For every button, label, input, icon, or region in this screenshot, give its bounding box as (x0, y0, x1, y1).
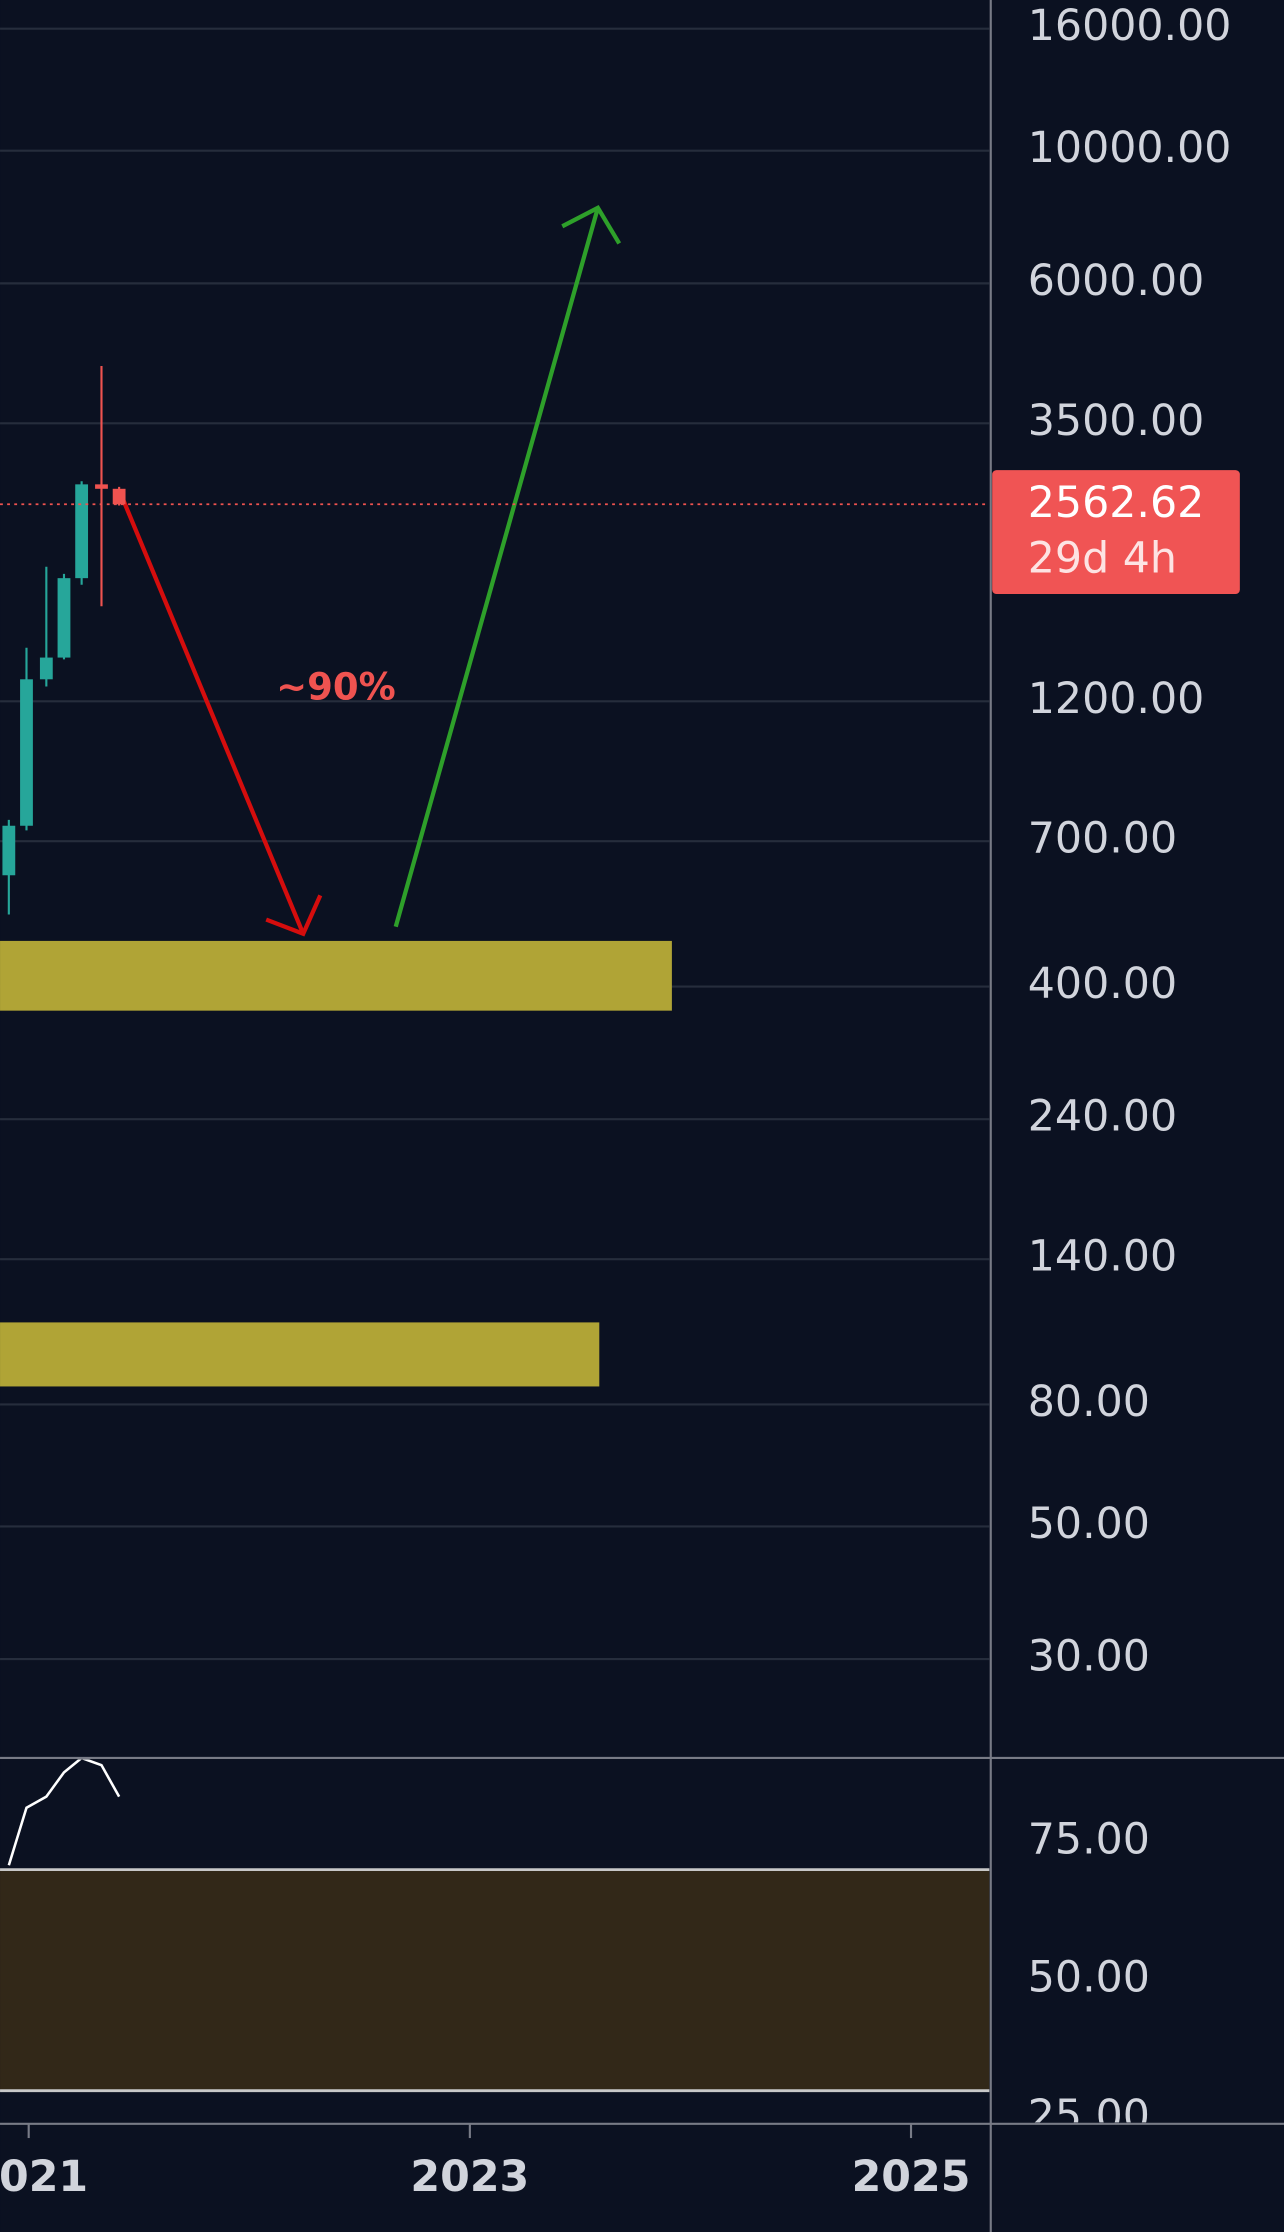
y-tick-label: 80.00 (1028, 1377, 1150, 1427)
x-tick-label: 2021 (0, 2152, 88, 2202)
y-tick-label: 75.00 (1028, 1814, 1150, 1864)
rsi-line (7, 1759, 121, 1866)
y-tick-label: 25.00 (1028, 2091, 1150, 2141)
candle-body (39, 657, 53, 680)
y-tick-label: 1200.00 (1028, 674, 1205, 724)
y-tick-label: 50.00 (1028, 1499, 1150, 1549)
rsi-band (0, 1869, 990, 2091)
last-price-box (992, 470, 1240, 594)
candles (0, 365, 990, 915)
candle-body (112, 488, 126, 505)
down-arrow (117, 490, 323, 937)
price-pane: ~90% (0, 27, 990, 1661)
y-tick-label: 6000.00 (1028, 256, 1205, 306)
y-tick-label: 400.00 (1028, 959, 1177, 1009)
candle-body (75, 484, 89, 579)
candle-body (57, 578, 71, 658)
y-tick-label: 3500.00 (1028, 396, 1205, 446)
y-tick-label: 10000.00 (1028, 123, 1232, 173)
x-tick-label: 2025 (852, 2152, 971, 2202)
last-price-label: 2562.62 (1028, 478, 1205, 528)
y-tick-label: 30.00 (1028, 1632, 1150, 1682)
support-zone (0, 940, 672, 1011)
y-tick-label: 700.00 (1028, 814, 1177, 864)
grid (0, 27, 990, 1661)
x-tick-label: 2023 (410, 2152, 529, 2202)
candle-body (95, 484, 108, 489)
countdown-label: 29d 4h (1028, 534, 1177, 584)
support-zone (0, 1322, 600, 1387)
y-tick-label: 50.00 (1028, 1953, 1150, 2003)
candle-body (20, 679, 33, 826)
candle-body (2, 825, 16, 876)
y-tick-label: 240.00 (1028, 1092, 1177, 1142)
y-tick-label: 16000.00 (1028, 1, 1232, 51)
annotation: ~90% (276, 665, 396, 708)
rsi-pane: 75.00 50.00 25.00 (0, 1759, 1150, 2141)
up-arrow (393, 205, 622, 928)
y-tick-label: 140.00 (1028, 1232, 1177, 1282)
